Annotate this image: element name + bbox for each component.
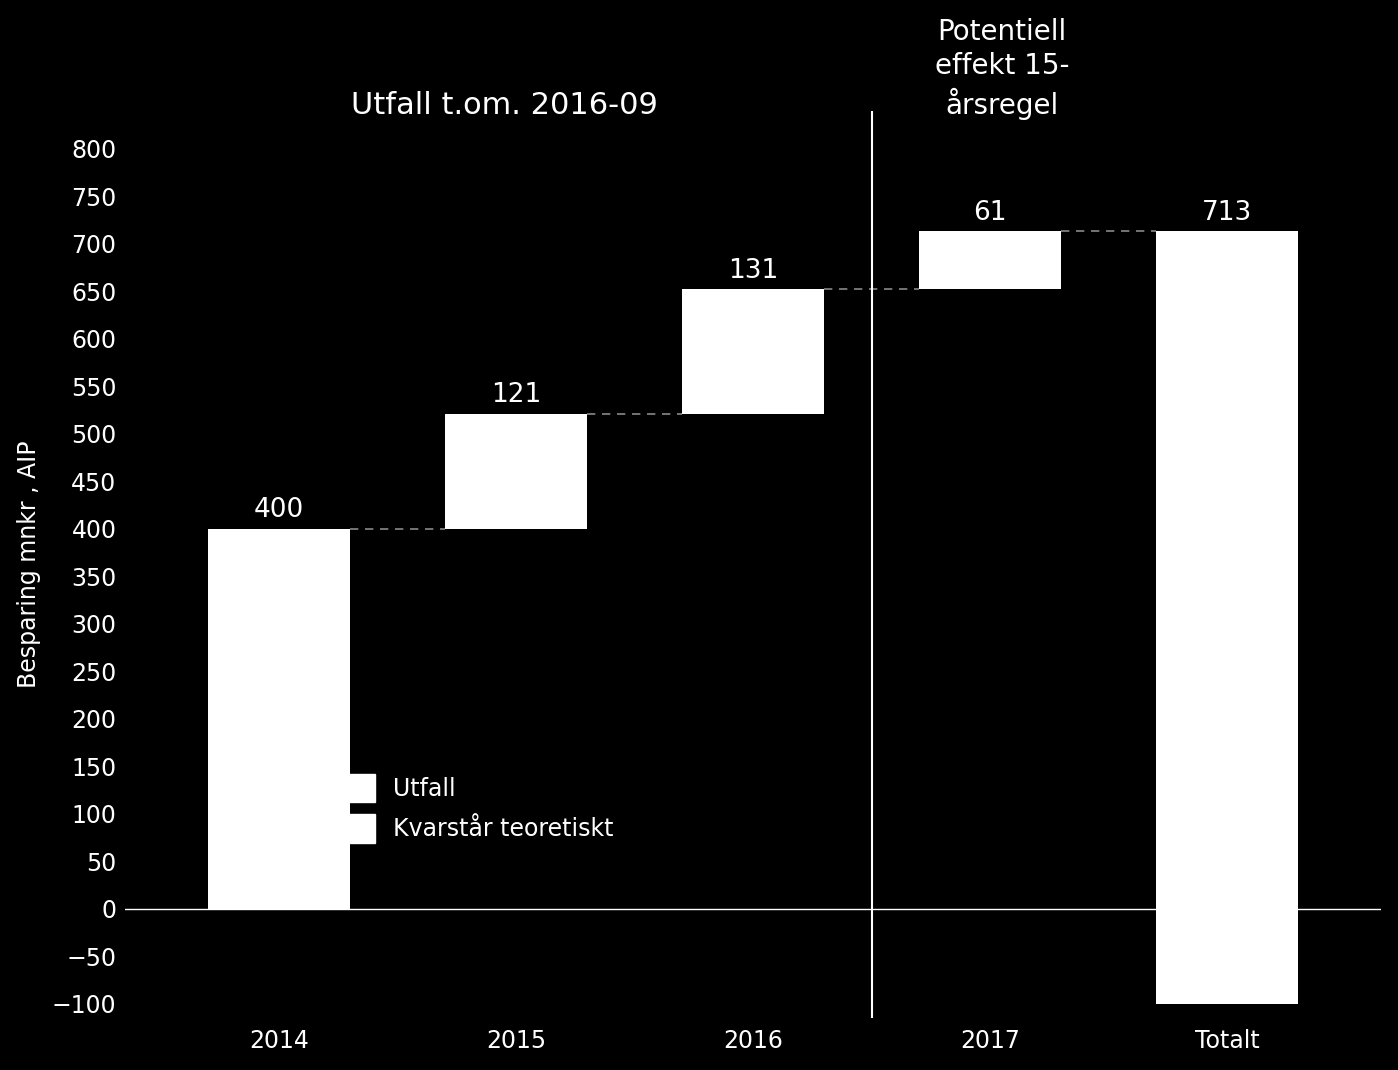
Bar [682, 289, 825, 414]
Bar [918, 231, 1061, 289]
Text: 713: 713 [1202, 200, 1253, 226]
Bar [208, 529, 350, 908]
Legend: Utfall, Kvarstår teoretiskt: Utfall, Kvarstår teoretiskt [340, 774, 614, 843]
Text: 131: 131 [728, 258, 779, 284]
Bar [445, 414, 587, 529]
Text: Potentiell
effekt 15-
årsregel: Potentiell effekt 15- årsregel [935, 17, 1069, 120]
Text: 121: 121 [491, 382, 541, 408]
Text: 61: 61 [973, 200, 1007, 226]
Text: 400: 400 [253, 498, 303, 523]
Text: Utfall t.om. 2016-09: Utfall t.om. 2016-09 [351, 91, 657, 120]
Y-axis label: Besparing mnkr , AIP: Besparing mnkr , AIP [17, 441, 41, 688]
Bar [1156, 231, 1299, 1004]
